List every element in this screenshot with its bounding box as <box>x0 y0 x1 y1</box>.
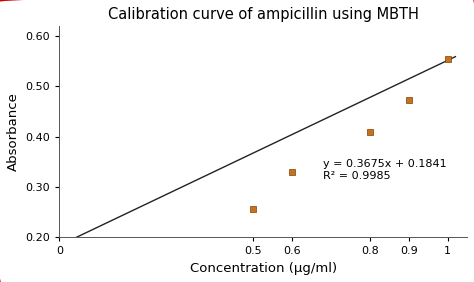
Point <box>289 170 296 174</box>
X-axis label: Concentration (μg/ml): Concentration (μg/ml) <box>190 262 337 275</box>
Y-axis label: Absorbance: Absorbance <box>7 92 20 171</box>
Point <box>366 129 374 134</box>
Point <box>250 206 257 211</box>
Title: Calibration curve of ampicillin using MBTH: Calibration curve of ampicillin using MB… <box>108 7 419 22</box>
Point <box>405 98 412 102</box>
Point <box>444 57 451 61</box>
Text: y = 0.3675x + 0.1841
R² = 0.9985: y = 0.3675x + 0.1841 R² = 0.9985 <box>323 159 447 181</box>
